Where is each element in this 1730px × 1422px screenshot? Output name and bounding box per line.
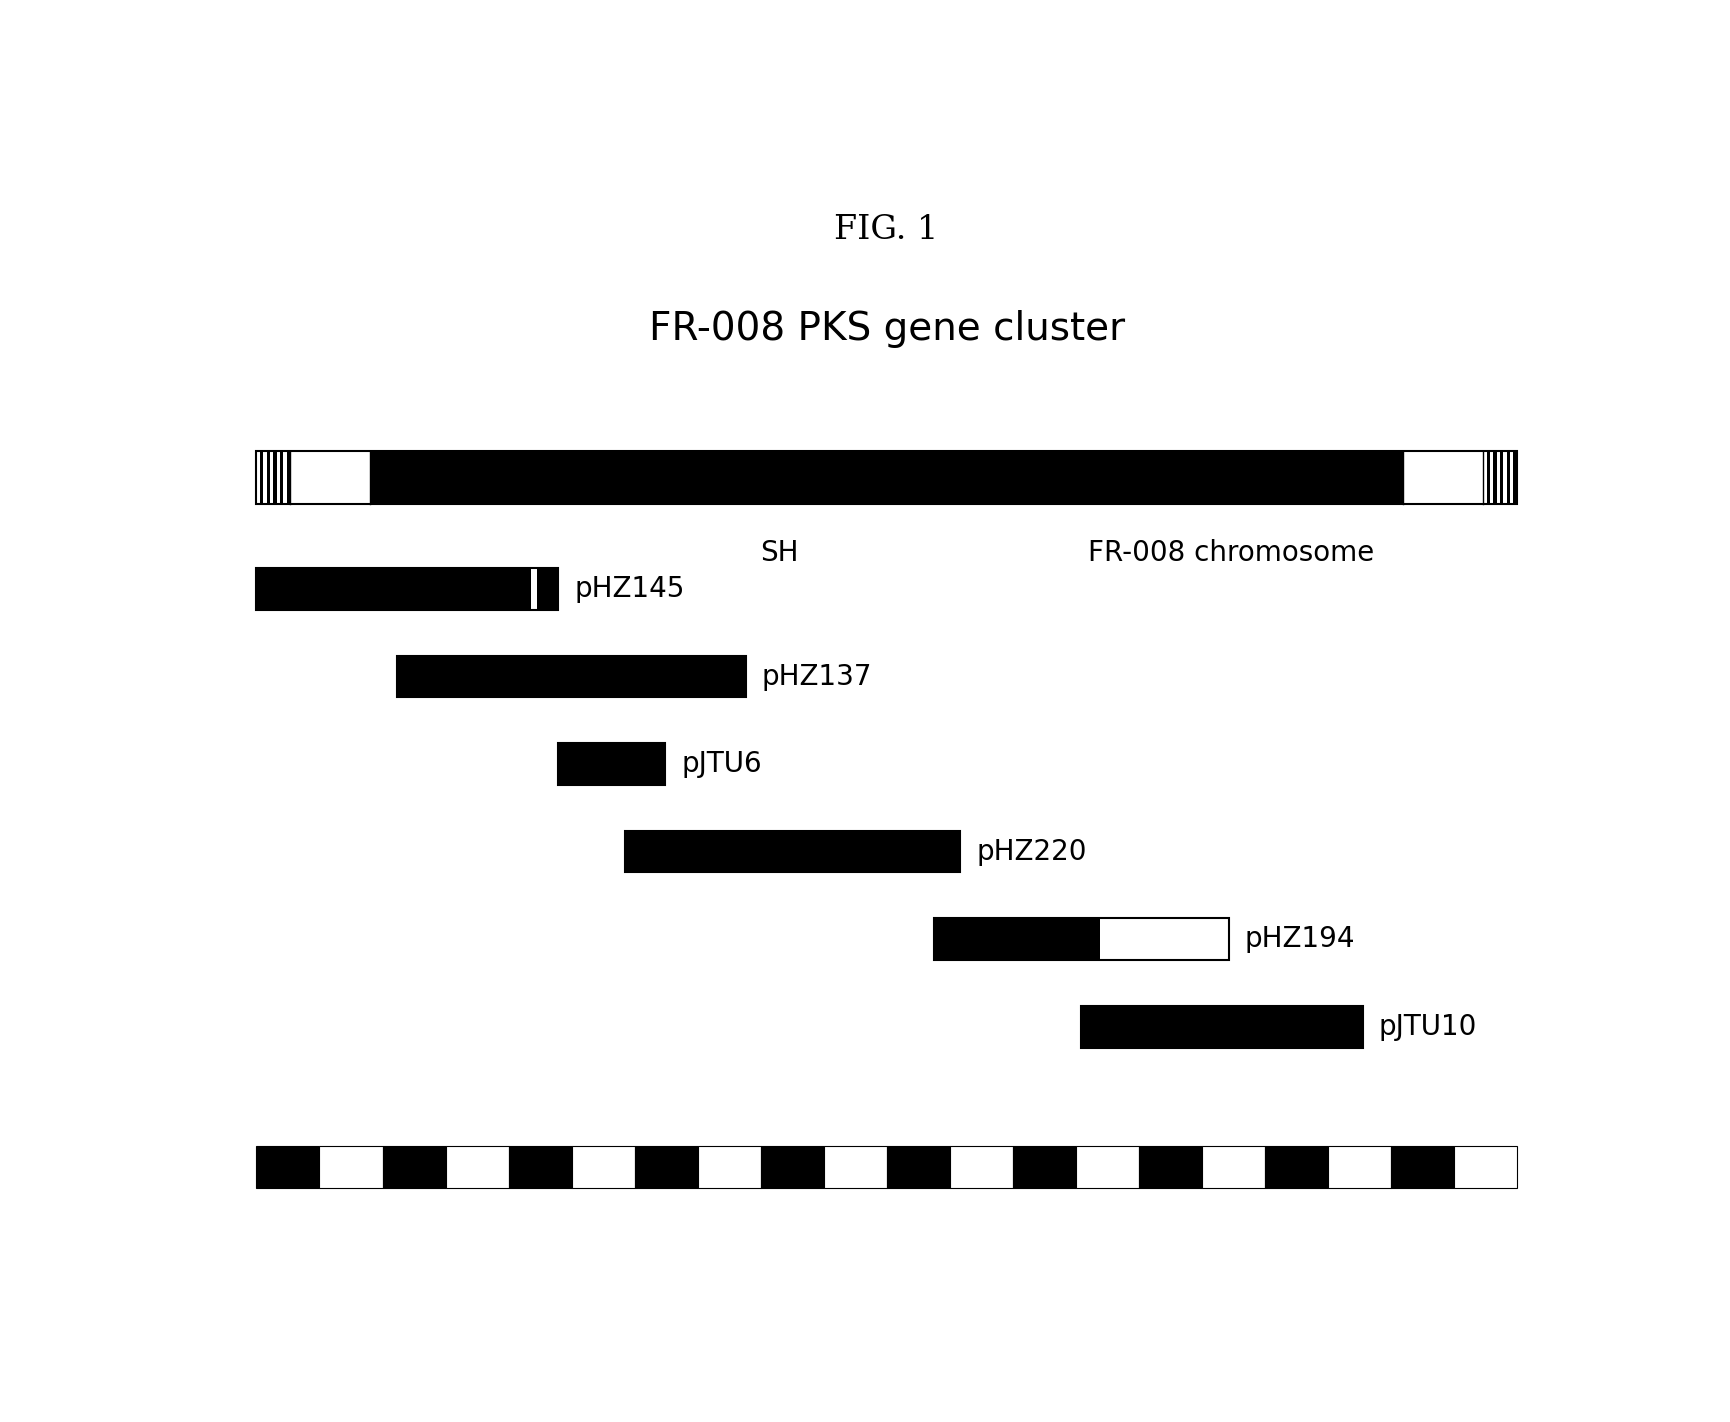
Bar (320, 1146, 382, 1187)
Bar (280, 451, 284, 503)
Bar (934, 919, 1228, 960)
Bar (697, 1146, 761, 1187)
Bar (273, 451, 277, 503)
Bar (559, 744, 666, 785)
Bar (256, 451, 1517, 503)
Bar (509, 1146, 571, 1187)
Bar (256, 569, 531, 610)
Bar (625, 830, 960, 873)
Bar (256, 1146, 320, 1187)
Bar (1081, 1007, 1363, 1048)
Bar (950, 1146, 1012, 1187)
Bar (559, 744, 666, 785)
Bar (625, 830, 960, 873)
Bar (256, 569, 559, 610)
Bar (398, 656, 746, 697)
Text: FIG. 1: FIG. 1 (834, 215, 939, 246)
Text: FR-008 PKS gene cluster: FR-008 PKS gene cluster (649, 310, 1124, 348)
Bar (1327, 1146, 1391, 1187)
Bar (260, 451, 263, 503)
Bar (531, 569, 536, 610)
Bar (291, 451, 370, 503)
Bar (256, 451, 291, 503)
Text: pJTU6: pJTU6 (682, 749, 763, 778)
Text: pHZ137: pHZ137 (761, 663, 872, 691)
Bar (1514, 451, 1517, 503)
Bar (635, 1146, 697, 1187)
Bar (382, 1146, 446, 1187)
Text: pHZ194: pHZ194 (1244, 926, 1355, 953)
Bar (446, 1146, 509, 1187)
Bar (256, 451, 1517, 503)
Bar (1076, 1146, 1138, 1187)
Text: pJTU10: pJTU10 (1379, 1012, 1477, 1041)
Bar (287, 451, 291, 503)
Text: SH: SH (759, 539, 799, 566)
Bar (1081, 1007, 1363, 1048)
Bar (266, 451, 270, 503)
Bar (887, 1146, 950, 1187)
Bar (571, 1146, 635, 1187)
Bar (1483, 451, 1517, 503)
Bar (1012, 1146, 1076, 1187)
Bar (1391, 1146, 1453, 1187)
Bar (1453, 1146, 1517, 1187)
Bar (1486, 451, 1490, 503)
Bar (761, 1146, 823, 1187)
Bar (823, 1146, 887, 1187)
Text: pHZ220: pHZ220 (976, 838, 1086, 866)
Bar (1265, 1146, 1327, 1187)
Bar (1507, 451, 1510, 503)
Bar (1403, 451, 1483, 503)
Text: pHZ145: pHZ145 (574, 574, 685, 603)
Bar (1138, 1146, 1202, 1187)
Bar (1500, 451, 1503, 503)
Bar (1202, 1146, 1265, 1187)
Text: FR-008 chromosome: FR-008 chromosome (1088, 539, 1374, 566)
Bar (398, 656, 746, 697)
Bar (934, 919, 1100, 960)
Bar (536, 569, 559, 610)
Bar (1493, 451, 1496, 503)
Bar (1100, 919, 1228, 960)
